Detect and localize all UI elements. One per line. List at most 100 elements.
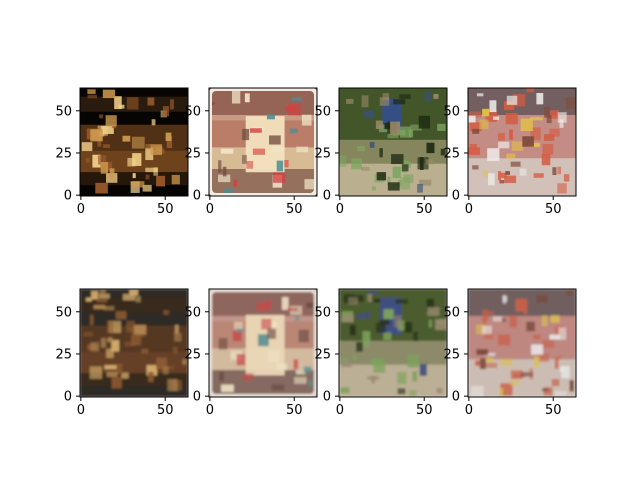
image-detail-2-8 (506, 153, 516, 159)
image-detail-1-8 (504, 175, 517, 184)
image-detail-1-11 (114, 96, 122, 110)
image-detail-2-14 (426, 142, 435, 154)
image-detail-1-11 (351, 158, 362, 170)
image-detail-1-18 (340, 387, 350, 394)
image-detail-1-16 (503, 101, 515, 111)
image-detail-3-4 (470, 385, 484, 397)
image-detail-4-6 (479, 358, 487, 370)
image-detail-3-8 (360, 166, 370, 171)
image-detail-4-4 (419, 364, 427, 376)
image-detail-1-19 (542, 143, 554, 155)
image-detail-1-5 (407, 355, 419, 368)
x-tick-label-0: 0 (77, 202, 85, 217)
image-detail-1-10 (244, 93, 250, 103)
image-detail-1-12 (399, 324, 403, 332)
image-detail-2-7 (499, 387, 504, 396)
image-panel-r2-c4: 0 25 50 0 50 (443, 288, 577, 418)
image-detail-2-2 (356, 341, 363, 352)
y-tick-label-25: 25 (314, 347, 331, 362)
image-detail-3-4 (303, 366, 312, 374)
panel-axes-frame (467, 87, 577, 197)
image-detail-1-2 (221, 384, 234, 392)
image-detail-3-2 (558, 327, 567, 340)
image-detail-3-1 (492, 316, 502, 322)
image-detail-1-7 (370, 358, 384, 366)
image-detail-3-10 (489, 100, 497, 113)
image-detail-2-7 (399, 94, 411, 99)
image-detail-3-6 (167, 379, 178, 392)
x-tick-label-50: 50 (416, 403, 433, 418)
x-tick-label-50: 50 (157, 202, 174, 217)
image-detail-2-9 (145, 143, 152, 149)
image-detail-4-3 (241, 154, 247, 164)
panel-axes-frame (467, 288, 577, 398)
image-detail-1-5 (537, 353, 550, 362)
image-detail-3-1 (266, 114, 275, 120)
image-detail-1-23 (500, 172, 507, 179)
image-detail-3-11 (87, 89, 96, 94)
image-detail-2-6 (145, 174, 150, 180)
image-detail-1-10 (483, 329, 494, 340)
image-detail-3-2 (341, 361, 352, 368)
image-detail-2-15 (163, 310, 169, 315)
image-detail-3-3 (223, 188, 233, 194)
image-detail-4-4 (417, 183, 423, 193)
image-detail-1-7 (220, 148, 234, 154)
image-detail-1-16 (487, 311, 495, 315)
image-detail-4-2 (218, 337, 228, 350)
image-detail-3-4 (292, 96, 302, 101)
image-detail-4-6 (472, 165, 479, 170)
image-detail-1-8 (91, 291, 99, 300)
image-detail-1-6 (151, 119, 156, 126)
panel-axes-frame (338, 288, 448, 398)
image-detail-4-4 (510, 161, 521, 167)
image-detail-1-9 (410, 124, 422, 131)
image-detail-4-10 (546, 114, 552, 124)
image-detail-4-2 (357, 313, 369, 319)
image-detail-2-1 (233, 179, 238, 187)
y-tick-label-0: 0 (452, 390, 460, 405)
image-detail-4-9 (552, 167, 557, 176)
image-detail-4-7 (505, 171, 510, 175)
image-detail-2-10 (169, 99, 174, 110)
image-detail-3-4 (102, 89, 116, 99)
y-tick-label-50: 50 (184, 305, 201, 320)
image-detail-1-8 (296, 146, 309, 153)
x-tick-label-50: 50 (157, 403, 174, 418)
image-detail-1-2 (505, 113, 518, 125)
image-detail-2-5 (288, 103, 301, 116)
image-detail-3-6 (100, 162, 109, 174)
image-detail-2-5 (530, 117, 543, 121)
image-panel-r1-c3: 0 25 50 0 50 (314, 87, 448, 217)
image-detail-1-12 (498, 133, 506, 141)
image-detail-1-15 (145, 147, 154, 161)
image-panel-r1-c2: 0 25 50 0 50 (184, 87, 318, 217)
image-detail-1-20 (475, 360, 480, 366)
image-detail-1-13 (400, 177, 411, 190)
image-detail-3-5 (134, 324, 147, 335)
image-detail-2-18 (97, 155, 107, 165)
image-detail-3-7 (394, 315, 402, 328)
image-detail-1-3 (129, 289, 139, 296)
image-detail-3-1 (536, 93, 544, 105)
image-panel-r1-c4: 0 25 50 0 50 (443, 87, 577, 217)
image-detail-1-11 (409, 389, 417, 397)
image-detail-1-21 (548, 110, 559, 119)
x-tick-label-50: 50 (286, 403, 303, 418)
image-detail-1-14 (397, 371, 407, 385)
image-detail-2-3 (393, 99, 406, 105)
image-detail-4-5 (269, 135, 281, 145)
image-detail-2-13 (141, 349, 149, 354)
image-panel-r1-c1: 0 25 50 0 50 (55, 87, 189, 217)
image-detail-3-6 (506, 95, 518, 105)
image-detail-3-2 (235, 328, 245, 333)
image-detail-1-5 (142, 184, 152, 192)
image-detail-2-20 (156, 175, 166, 187)
image-detail-1-18 (512, 373, 526, 378)
image-detail-1-11 (174, 324, 179, 334)
image-detail-4-3 (499, 180, 505, 184)
image-photo-frame (209, 289, 317, 397)
image-detail-1-14 (557, 166, 562, 175)
image-detail-3-7 (90, 342, 100, 352)
image-detail-2-2 (401, 164, 409, 172)
